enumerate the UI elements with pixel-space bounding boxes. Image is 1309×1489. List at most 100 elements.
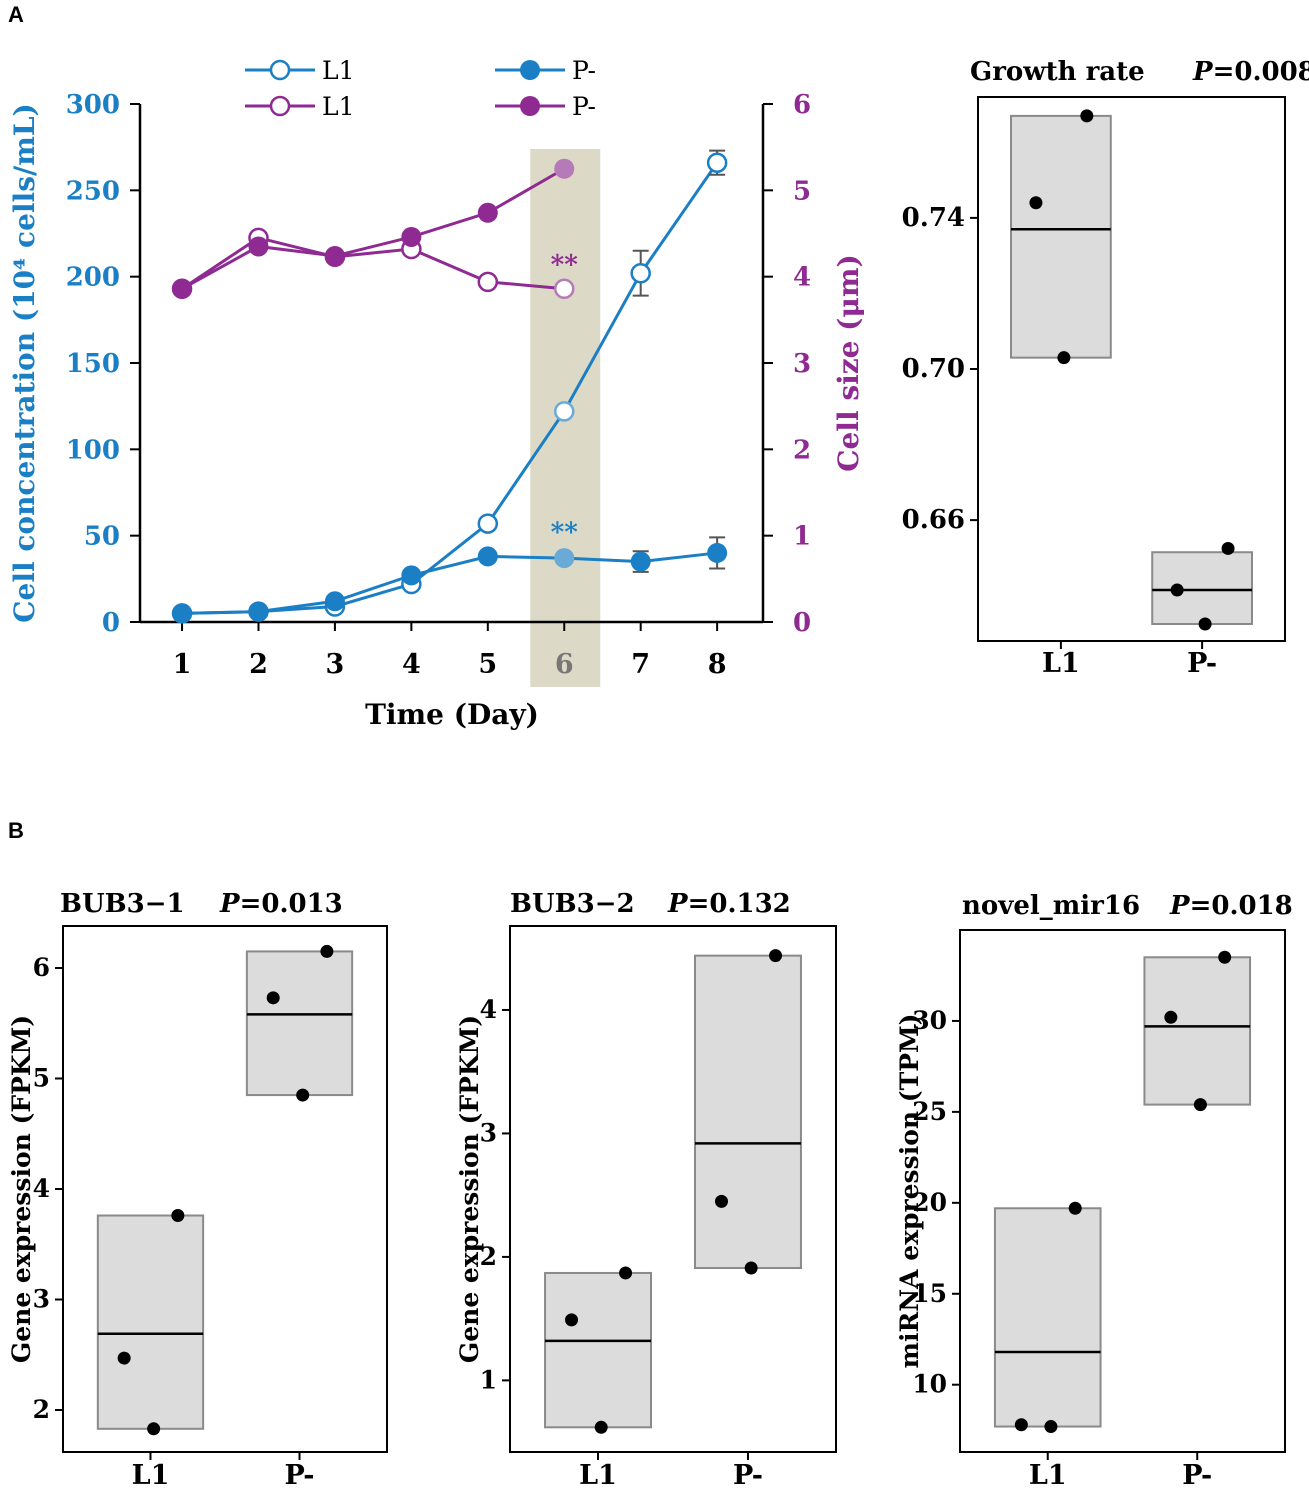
legend-marker xyxy=(520,96,540,116)
data-point xyxy=(248,601,269,622)
data-point xyxy=(769,949,783,963)
legend-marker xyxy=(269,59,291,81)
data-point xyxy=(172,278,193,299)
data-point xyxy=(630,551,651,572)
x-axis-tick-label: L1 xyxy=(1029,1460,1067,1489)
plot-frame xyxy=(509,925,837,1453)
data-point xyxy=(401,226,422,247)
data-point xyxy=(147,1422,161,1436)
x-axis-tick-label: 2 xyxy=(249,649,268,680)
right-axis-tick-label: 1 xyxy=(793,522,811,552)
box xyxy=(993,1207,1102,1428)
y-axis-tick-label: 5 xyxy=(33,1063,50,1092)
x-axis-tick-label: P- xyxy=(733,1460,763,1489)
data-point xyxy=(171,1209,185,1223)
data-point xyxy=(1029,196,1043,210)
series-line xyxy=(181,236,565,291)
data-point xyxy=(266,991,280,1005)
right-axis-tick-label: 4 xyxy=(793,263,811,293)
x-axis-tick-label: P- xyxy=(1182,1460,1212,1489)
data-point xyxy=(554,401,575,422)
box xyxy=(1010,114,1112,359)
plot-frame xyxy=(959,929,1286,1453)
y-axis-tick-label: 20 xyxy=(912,1188,947,1217)
right-axis-tick-label: 5 xyxy=(793,176,811,206)
data-point xyxy=(248,236,269,257)
series-line xyxy=(182,551,718,615)
x-axis-tick-label: L1 xyxy=(132,1460,170,1489)
right-axis-tick-label: 0 xyxy=(793,608,811,638)
p-value: =0.013 xyxy=(240,889,343,919)
data-point xyxy=(714,1194,728,1208)
p-symbol: P xyxy=(1192,57,1214,87)
legend-marker xyxy=(269,95,291,117)
x-axis-title: Time (Day) xyxy=(365,698,539,731)
box xyxy=(96,1214,205,1430)
box xyxy=(245,950,354,1097)
data-point xyxy=(1193,1098,1207,1112)
x-axis-tick-label: 7 xyxy=(631,649,650,680)
x-axis-tick-label: 1 xyxy=(173,649,192,680)
data-point xyxy=(1057,351,1071,365)
data-point xyxy=(1164,1010,1178,1024)
data-point xyxy=(1218,950,1232,964)
y-axis-tick-label: 1 xyxy=(480,1365,497,1394)
box xyxy=(544,1271,652,1429)
right-axis-title: Cell size (μm) xyxy=(832,254,865,472)
growth-rate-box-chart: Growth rate P=0.008 0.66 0.70 0.74 L1 P- xyxy=(902,57,1309,679)
x-axis-tick-label: 6 xyxy=(555,649,574,680)
y-axis-tick-label: 25 xyxy=(912,1097,947,1126)
p-value: =0.018 xyxy=(1190,891,1293,921)
data-point xyxy=(401,565,422,586)
p-symbol: P xyxy=(667,889,689,919)
data-point xyxy=(706,152,728,173)
data-point xyxy=(477,271,499,293)
y-axis-tick-label: 6 xyxy=(33,953,50,982)
y-axis-tick-label: 2 xyxy=(480,1242,497,1271)
p-value-label: P=0.018 xyxy=(1169,891,1293,921)
box-chart-title: BUB3−1 xyxy=(60,889,185,919)
p-symbol: P xyxy=(1169,891,1191,921)
data-point xyxy=(554,548,575,569)
data-point xyxy=(554,278,575,300)
significance-marker: ** xyxy=(551,250,579,280)
p-value: =0.008 xyxy=(1213,57,1309,87)
data-point xyxy=(1080,109,1094,123)
y-axis-tick-label: 15 xyxy=(912,1279,947,1308)
y-axis-tick-label: 3 xyxy=(480,1118,497,1147)
data-point xyxy=(1198,617,1212,631)
data-point xyxy=(296,1088,310,1102)
p-value-label: P=0.008 xyxy=(1192,57,1309,87)
y-axis-tick-label: 0.70 xyxy=(902,354,965,384)
x-axis-tick-label: 4 xyxy=(402,649,421,680)
y-axis-title: Gene expression (FPKM) xyxy=(7,1015,36,1363)
panel-label-a: A xyxy=(8,2,24,27)
y-axis-tick-label: 10 xyxy=(912,1370,947,1399)
y-axis-tick-label: 4 xyxy=(480,995,497,1024)
y-axis-tick-label: 0.74 xyxy=(902,203,965,233)
data-point xyxy=(320,944,334,958)
y-axis-tick-label: 30 xyxy=(912,1006,947,1035)
box-chart-title: Growth rate xyxy=(970,57,1145,87)
legend-marker xyxy=(520,60,540,80)
right-axis-tick-label: 3 xyxy=(793,349,811,379)
left-axis-tick-label: 200 xyxy=(66,263,120,293)
data-point xyxy=(554,158,575,179)
y-axis-title: Gene expression (FPKM) xyxy=(455,1015,484,1363)
data-point xyxy=(565,1313,579,1327)
x-axis-tick-label: 8 xyxy=(708,649,727,680)
p-value: =0.132 xyxy=(688,889,791,919)
data-point xyxy=(172,603,193,624)
y-axis-tick-label: 3 xyxy=(33,1285,50,1314)
left-axis-tick-label: 50 xyxy=(84,522,120,552)
left-axis-tick-label: 150 xyxy=(66,349,120,379)
x-axis-tick-label: L1 xyxy=(1042,648,1080,679)
data-point xyxy=(1014,1418,1028,1432)
left-axis-tick-label: 300 xyxy=(66,90,120,120)
bub3-1-box-chart: BUB3−1 P=0.013 2 3 4 5 6 Gene expression (FPKM)… xyxy=(7,889,388,1489)
data-point xyxy=(619,1266,633,1280)
p-value-label: P=0.132 xyxy=(667,889,791,919)
p-value-label: P=0.013 xyxy=(219,889,343,919)
